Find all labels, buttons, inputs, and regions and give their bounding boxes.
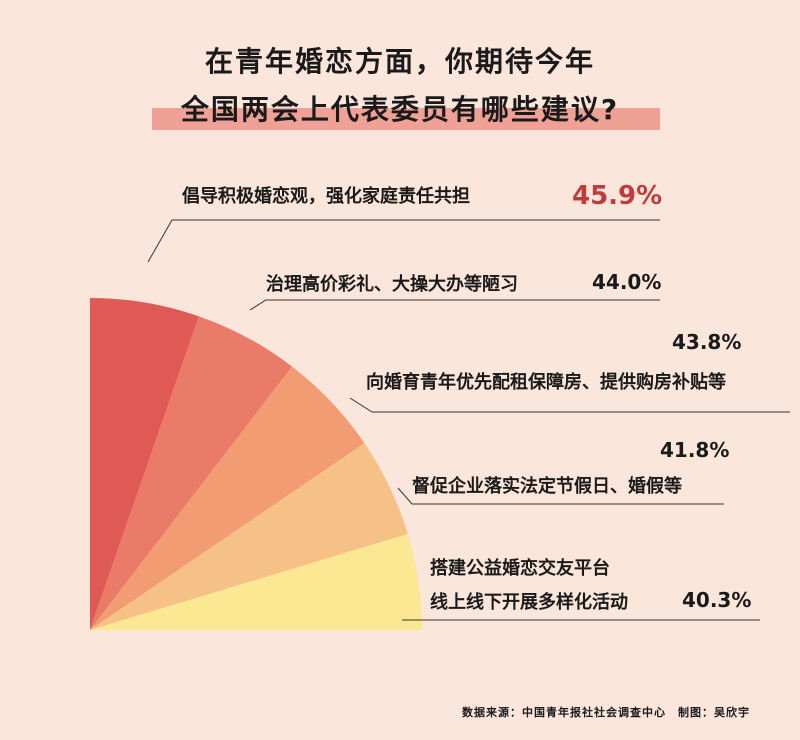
fan-slice-5	[90, 534, 422, 630]
label-item-3: 向婚育青年优先配租保障房、提供购房补贴等	[366, 372, 726, 393]
value-label-3: 43.8%	[672, 330, 742, 354]
fan-slice-1	[90, 298, 199, 630]
title: 在青年婚恋方面，你期待今年 全国两会上代表委员有哪些建议?	[0, 38, 800, 134]
source-note: 数据来源：中国青年报社社会调查中心 制图：吴欣宇	[462, 706, 750, 719]
fan-slice-4	[90, 443, 408, 630]
leader-line-3	[349, 397, 790, 413]
value-label-4: 41.8%	[660, 438, 730, 462]
value-label-1: 45.9%	[572, 181, 663, 211]
value-label-5: 40.3%	[682, 588, 752, 612]
fan-slice-3	[90, 366, 365, 630]
value-label-2: 44.0%	[592, 270, 662, 294]
title-highlight	[152, 108, 660, 130]
label-item-5-line-2: 线上线下开展多样化活动	[430, 592, 628, 613]
leader-line-2	[249, 299, 660, 311]
label-item-1: 倡导积极婚恋观，强化家庭责任共担	[182, 186, 470, 207]
title-line-1: 在青年婚恋方面，你期待今年	[204, 45, 595, 78]
leader-line-4	[397, 487, 724, 505]
label-item-4: 督促企业落实法定节假日、婚假等	[412, 476, 682, 497]
title-line-2: 全国两会上代表委员有哪些建议?	[180, 93, 620, 126]
leader-line-1	[147, 219, 660, 263]
label-item-2: 治理高价彩礼、大操大办等陋习	[266, 274, 518, 295]
label-item-5-line-1: 搭建公益婚恋交友平台	[430, 558, 610, 579]
fan-slice-2	[90, 316, 293, 630]
